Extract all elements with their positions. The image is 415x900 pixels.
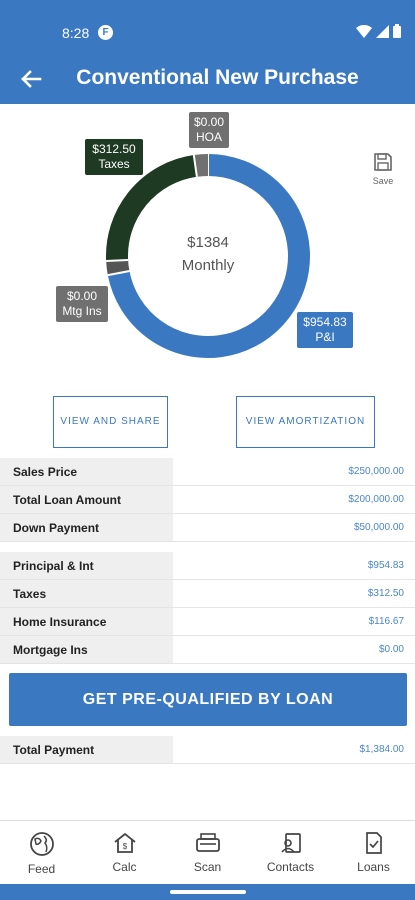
payment-breakdown-table: Principal & Int $954.83 Taxes $312.50 Ho… <box>0 552 415 664</box>
payment-chart: $1384 Monthly $312.50 Taxes $0.00 HOA $0… <box>0 104 415 394</box>
row-label: Home Insurance <box>0 608 173 635</box>
row-value: $312.50 <box>367 588 404 599</box>
get-prequalified-button[interactable]: GET PRE-QUALIFIED BY LOAN <box>9 673 407 726</box>
row-label: Taxes <box>0 580 173 607</box>
save-icon <box>374 153 392 171</box>
battery-icon <box>393 24 401 38</box>
row-value: $200,000.00 <box>348 494 404 505</box>
donut-chart <box>106 154 310 358</box>
scanner-icon <box>195 833 220 852</box>
table-row: Principal & Int $954.83 <box>0 552 415 580</box>
wifi-icon <box>356 24 372 38</box>
row-value: $0.00 <box>378 644 404 655</box>
nav-item-loans[interactable]: Loans <box>332 821 415 884</box>
slice-name: Mtg Ins <box>62 304 102 318</box>
slice-label-hoa: $0.00 HOA <box>189 112 229 148</box>
table-row: Sales Price $250,000.00 <box>0 458 415 486</box>
chart-center-amount: $1384 <box>187 234 229 251</box>
row-label: Total Loan Amount <box>0 486 173 513</box>
row-label: Down Payment <box>0 514 173 541</box>
house-calc-icon: $ <box>113 832 136 853</box>
slice-value: $312.50 <box>92 142 136 156</box>
globe-icon <box>29 832 54 856</box>
table-row: Home Insurance $116.67 <box>0 608 415 636</box>
nav-label: Feed <box>27 862 56 876</box>
back-arrow-icon <box>21 70 42 88</box>
nav-label: Scan <box>193 860 222 874</box>
row-value: $250,000.00 <box>348 466 404 477</box>
app-bar: Conventional New Purchase <box>0 54 415 104</box>
slice-separator <box>192 154 198 177</box>
slice-label-taxes: $312.50 Taxes <box>85 139 143 175</box>
slice-value: $0.00 <box>66 289 98 303</box>
slice-separator <box>107 270 130 277</box>
loan-summary-table: Sales Price $250,000.00 Total Loan Amoun… <box>0 458 415 542</box>
slice-value: $954.83 <box>303 315 347 329</box>
save-label: Save <box>372 176 394 186</box>
slice-label-pi: $954.83 P&I <box>297 312 353 348</box>
bottom-nav: Feed $ Calc Scan Contacts Loans <box>0 820 415 884</box>
status-icons <box>356 24 401 38</box>
save-button[interactable]: Save <box>368 152 398 186</box>
row-label: Mortgage Ins <box>0 636 173 663</box>
contacts-icon <box>280 833 301 853</box>
total-payment-table: Total Payment $1,384.00 <box>0 736 415 764</box>
donut-slice-taxes <box>106 154 198 262</box>
slice-name: Taxes <box>98 157 130 171</box>
nav-item-feed[interactable]: Feed <box>0 821 83 884</box>
status-bar: 8:28 F <box>0 0 415 54</box>
system-gesture-bar <box>0 884 415 900</box>
view-amortization-button[interactable]: VIEW AMORTIZATION <box>236 396 375 448</box>
row-value: $954.83 <box>367 560 404 571</box>
svg-text:$: $ <box>122 842 127 851</box>
row-label: Sales Price <box>0 458 173 485</box>
row-value: $1,384.00 <box>359 744 405 755</box>
slice-name: P&I <box>315 330 335 344</box>
donut-slice-p-i <box>107 154 310 358</box>
home-indicator <box>170 890 246 894</box>
nav-item-calc[interactable]: $ Calc <box>83 821 166 884</box>
nav-label: Loans <box>357 860 390 874</box>
row-value: $50,000.00 <box>353 522 404 533</box>
row-label: Principal & Int <box>0 552 173 579</box>
chart-center-label: Monthly <box>181 257 235 274</box>
app-notification-icon: F <box>98 25 113 40</box>
slice-separator <box>106 258 129 263</box>
nav-item-contacts[interactable]: Contacts <box>249 821 332 884</box>
view-and-share-button[interactable]: VIEW AND SHARE <box>53 396 168 448</box>
donut-slice-hoa <box>193 154 209 177</box>
nav-label: Contacts <box>266 860 315 874</box>
page-title: Conventional New Purchase <box>76 66 359 89</box>
slice-label-mtg-ins: $0.00 Mtg Ins <box>56 286 108 322</box>
table-row: Total Payment $1,384.00 <box>0 736 415 764</box>
slice-value: $0.00 <box>193 115 225 129</box>
back-button[interactable] <box>16 64 46 94</box>
nav-label: Calc <box>112 860 137 874</box>
table-row: Down Payment $50,000.00 <box>0 514 415 542</box>
table-row: Mortgage Ins $0.00 <box>0 636 415 664</box>
row-value: $116.67 <box>368 616 404 627</box>
status-time: 8:28 <box>62 25 90 41</box>
document-check-icon <box>365 832 382 854</box>
table-row: Taxes $312.50 <box>0 580 415 608</box>
slice-name: HOA <box>195 130 222 144</box>
row-label: Total Payment <box>0 736 173 763</box>
donut-slice-mtg-ins <box>106 259 130 276</box>
signal-icon <box>376 24 389 38</box>
table-row: Total Loan Amount $200,000.00 <box>0 486 415 514</box>
nav-item-scan[interactable]: Scan <box>166 821 249 884</box>
